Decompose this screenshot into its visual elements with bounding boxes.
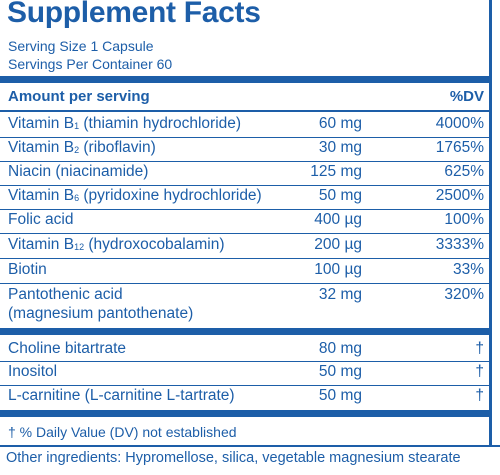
nutrient-dv: 3333% [435, 236, 484, 253]
other-ingredients-text: Other ingredients: Hypromellose, silica,… [6, 450, 461, 466]
nutrient-name: Vitamin B [8, 187, 75, 204]
nutrient-amount: 80 mg [318, 340, 362, 357]
bottom-border [0, 445, 500, 447]
divider [0, 283, 492, 284]
nutrient-form: (pyridoxine hydrochloride) [79, 187, 262, 204]
nutrient-name: Biotin [8, 261, 47, 278]
nutrient-dv: 1765% [435, 139, 484, 156]
divider [0, 161, 492, 162]
subscript: 1 [74, 121, 80, 131]
divider [0, 233, 492, 234]
facts-panel: Supplement Facts Serving Size 1 Capsule … [0, 0, 492, 445]
nutrient-dv: 4000% [435, 115, 484, 132]
nutrient-form: (thiamin hydrochloride) [79, 115, 242, 132]
nutrient-amount: 60 mg [318, 115, 362, 132]
nutrient-amount: 50 mg [318, 187, 362, 204]
nutrient-name: L-carnitine (L-carnitine L-tartrate) [8, 387, 235, 404]
nutrient-dv: 320% [444, 286, 484, 303]
divider [0, 137, 492, 138]
nutrient-name: Folic acid [8, 211, 74, 228]
amount-per-serving-header: Amount per serving [8, 88, 150, 105]
nutrient-amount: 32 mg [318, 286, 362, 303]
nutrient-dv: † [475, 340, 484, 357]
serving-size: Serving Size 1 Capsule [8, 38, 154, 54]
nutrient-name: Vitamin B [8, 115, 75, 132]
nutrient-dv: 2500% [435, 187, 484, 204]
nutrient-amount: 50 mg [318, 387, 362, 404]
section-rule [0, 410, 492, 417]
nutrient-dv: 33% [452, 261, 484, 278]
other-ingredients: Other ingredients: Hypromellose, silica,… [0, 445, 500, 475]
nutrient-dv: † [475, 387, 484, 404]
header-rule [0, 76, 492, 83]
nutrient-name: Pantothenic acid [8, 286, 123, 303]
nutrient-amount: 100 µg [314, 261, 362, 278]
nutrient-amount: 50 mg [318, 363, 362, 380]
nutrient-amount: 30 mg [318, 139, 362, 156]
nutrient-dv: † [475, 363, 484, 380]
subscript: 6 [74, 193, 80, 203]
subscript: 12 [74, 242, 85, 252]
divider [0, 110, 492, 112]
dv-header: %DV [449, 88, 484, 105]
nutrient-name: Niacin (niacinamide) [8, 163, 149, 180]
nutrient-form: (magnesium pantothenate) [8, 305, 194, 322]
nutrient-amount: 400 µg [314, 211, 362, 228]
nutrient-form: (hydroxocobalamin) [84, 236, 225, 253]
nutrient-name: Choline bitartrate [8, 340, 127, 357]
nutrient-name: Inositol [8, 363, 58, 380]
nutrient-form: (riboflavin) [79, 139, 156, 156]
nutrient-dv: 100% [444, 211, 484, 228]
divider [0, 385, 492, 386]
divider [0, 361, 492, 362]
label-title: Supplement Facts [7, 0, 261, 29]
section-rule [0, 328, 492, 335]
nutrient-amount: 200 µg [314, 236, 362, 253]
dv-footnote: † % Daily Value (DV) not established [8, 424, 237, 440]
divider [0, 185, 492, 186]
divider [0, 209, 492, 210]
nutrient-dv: 625% [444, 163, 484, 180]
nutrient-name: Vitamin B [8, 236, 75, 253]
subscript: 2 [74, 145, 80, 155]
nutrient-name: Vitamin B [8, 139, 75, 156]
nutrient-amount: 125 mg [310, 163, 362, 180]
divider [0, 258, 492, 259]
servings-per-container: Servings Per Container 60 [8, 56, 173, 72]
